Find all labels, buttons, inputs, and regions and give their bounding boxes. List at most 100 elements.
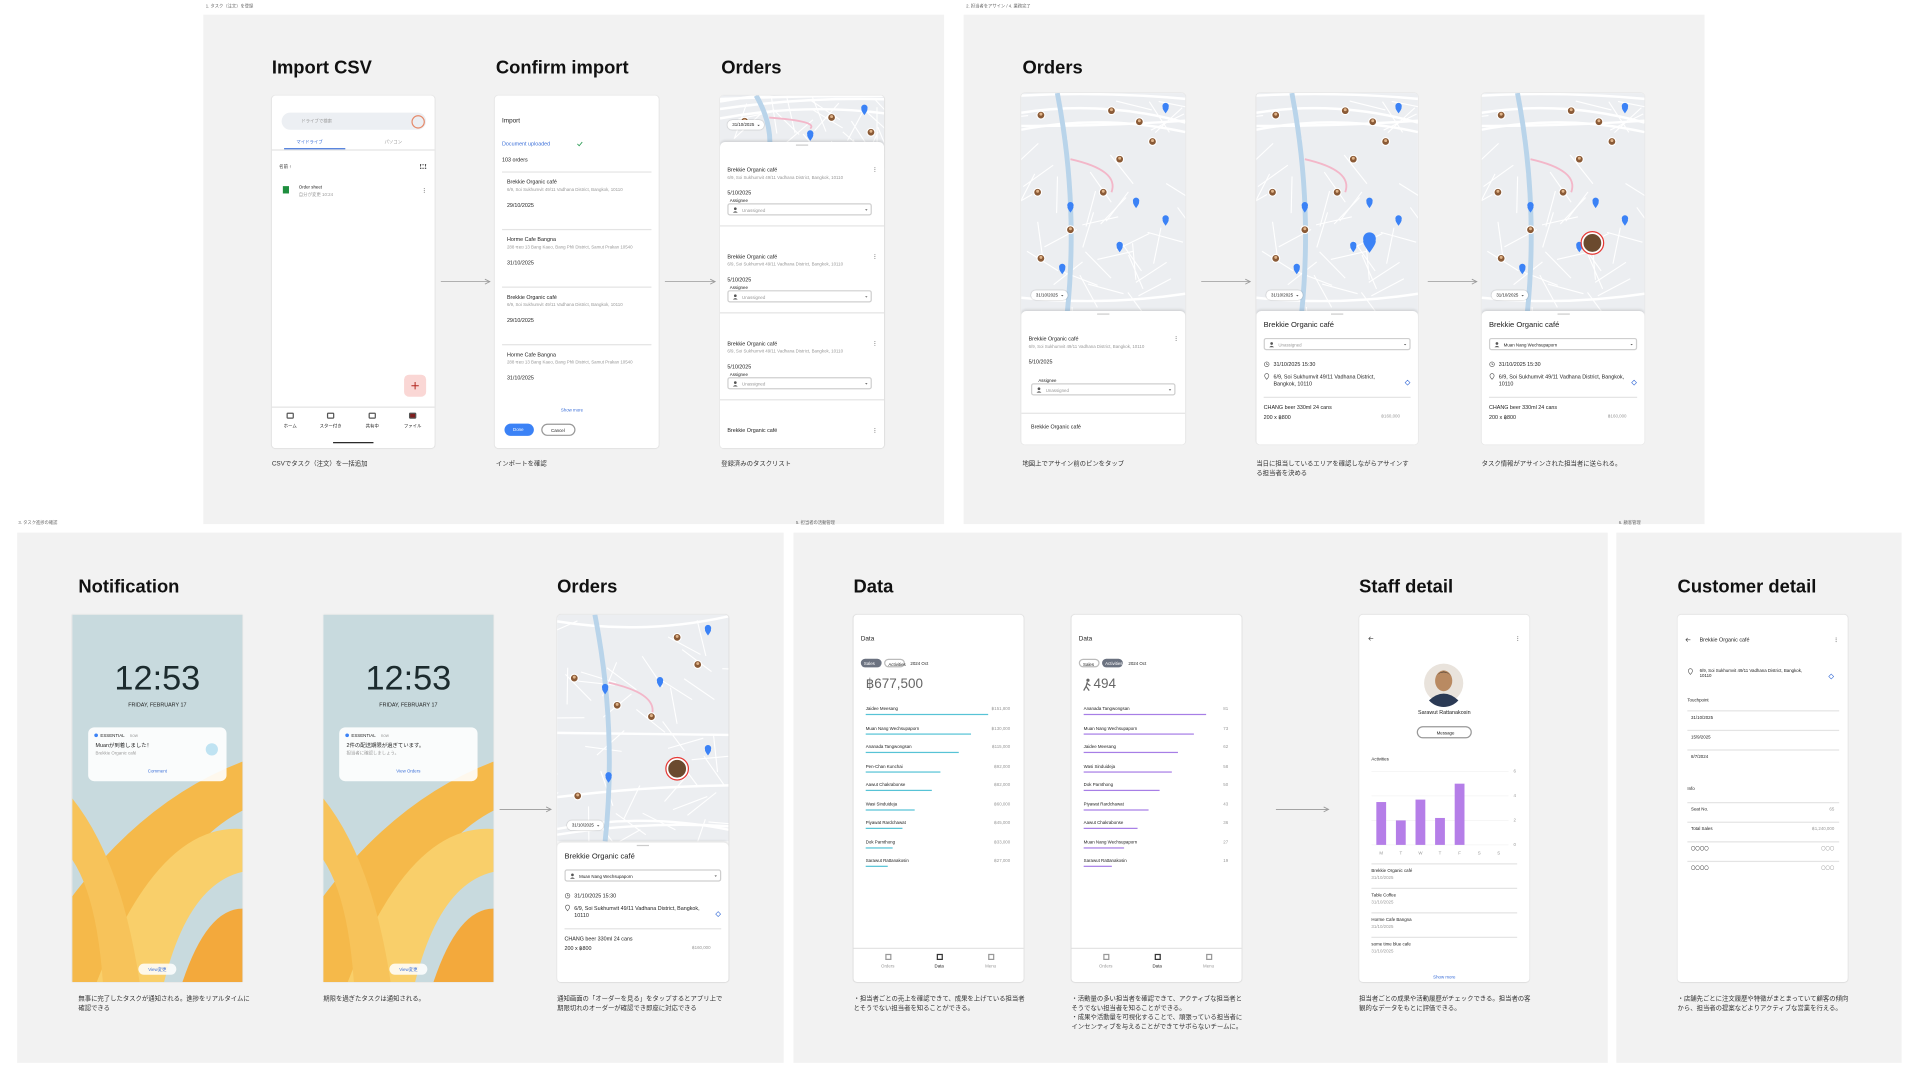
value-bar xyxy=(1083,789,1160,792)
street xyxy=(1549,171,1572,203)
road xyxy=(1481,93,1645,101)
road xyxy=(1481,106,1645,124)
time-ago: now xyxy=(129,733,138,739)
file-name: Order sheet xyxy=(298,184,323,190)
assignee-dropdown: Unassigned xyxy=(727,377,872,390)
map-pin xyxy=(1366,197,1373,209)
store-name: Brekkie Organic café xyxy=(1488,320,1560,330)
street xyxy=(1132,243,1137,280)
divider xyxy=(502,286,652,288)
staff-name: Dok Parnthong xyxy=(1083,782,1114,788)
street xyxy=(565,674,592,701)
store-name: Brekkie Organic café xyxy=(506,178,557,185)
date-label: 31/10/2025 xyxy=(571,822,594,828)
path xyxy=(1368,636,1374,641)
message-button: Message xyxy=(1416,726,1472,739)
path xyxy=(715,911,722,917)
circle xyxy=(874,170,876,172)
road xyxy=(720,95,884,103)
pin-icon xyxy=(1489,373,1495,380)
check-icon xyxy=(577,141,583,147)
street xyxy=(1097,250,1134,260)
leaf xyxy=(96,828,243,983)
store-name: Brekkie Organic café xyxy=(1031,423,1081,430)
caption: ・担当者ごとの売上を確認できて、成果を上げている担当者とそうでない担当者を知るこ… xyxy=(853,995,1025,1013)
divider xyxy=(1371,912,1518,914)
caption: 地図上でアサイン前のピンをタップ xyxy=(1022,460,1125,468)
path xyxy=(1828,673,1835,680)
circle xyxy=(874,429,876,431)
street xyxy=(660,679,693,701)
caption: 当日に担当しているエリアを確認しながらアサインする担当者を決める xyxy=(1256,460,1409,477)
street xyxy=(623,785,641,819)
date: 31/10/2025 xyxy=(506,259,534,266)
nav-icon xyxy=(1631,379,1637,386)
road xyxy=(557,731,729,737)
caption: タスク情報がアサインされた担当者に送られる。 xyxy=(1481,460,1622,468)
quantity: 200 x ฿800 xyxy=(1263,413,1291,421)
circle xyxy=(1569,108,1573,112)
circle xyxy=(423,189,425,191)
staff-name: Wasi Sinduideja xyxy=(1083,763,1116,769)
path xyxy=(1036,391,1042,393)
map-pin xyxy=(861,104,868,116)
address: 6/9, Soi Sukhumvit 49/11 Vadhana Distric… xyxy=(1028,344,1145,349)
dots-icon xyxy=(1175,335,1177,341)
circle xyxy=(1351,156,1355,160)
app-name: ESSENTIAL xyxy=(100,733,125,739)
street xyxy=(1380,231,1417,243)
street xyxy=(1545,190,1556,227)
street xyxy=(1353,240,1376,272)
phone-screen: Brekkie Organic café 6/9, Soi Sukhumvit 4… xyxy=(1677,614,1848,983)
nav-icon xyxy=(408,412,417,419)
circle xyxy=(1517,639,1519,641)
divider xyxy=(1687,841,1840,843)
street xyxy=(1481,173,1496,202)
nav-icon xyxy=(368,412,376,419)
caret-icon xyxy=(714,875,717,878)
person-icon xyxy=(1036,387,1042,393)
caption: インポートを確認 xyxy=(495,460,547,468)
x-tick-label: W xyxy=(1418,851,1423,856)
path xyxy=(1061,294,1064,296)
nav-label: 共有中 xyxy=(365,423,379,429)
circle xyxy=(1561,189,1565,193)
y-tick-label: 4 xyxy=(1513,793,1516,799)
street xyxy=(810,108,843,129)
map-pin xyxy=(605,772,612,783)
screen-title: Import CSV xyxy=(271,57,372,79)
divider xyxy=(1687,749,1840,751)
circle xyxy=(576,793,580,797)
circle xyxy=(1610,139,1614,143)
grid-view-icon xyxy=(420,164,427,169)
phone-screen: Data Sales Activities 2024 Oct ฿677,500 Jaide… xyxy=(853,614,1024,983)
pin-icon xyxy=(565,904,570,912)
street xyxy=(1022,164,1054,188)
phone-screen: 31/10/2025 Brekkie Organic café 6/9, Soi S… xyxy=(1021,93,1186,445)
y-tick-label: 2 xyxy=(1513,817,1516,823)
search-placeholder: ドライブで検索 xyxy=(301,118,333,124)
street xyxy=(1271,221,1279,259)
store-name: Brekkie Organic café xyxy=(564,852,635,861)
total: ฿160,000 xyxy=(1607,413,1627,419)
map-pin xyxy=(1116,241,1123,253)
section-label: 5. 担当者の活動管理 xyxy=(795,520,835,526)
street xyxy=(1386,227,1395,264)
street xyxy=(1636,207,1645,219)
street xyxy=(1569,154,1594,185)
map-pin xyxy=(1301,202,1309,213)
street xyxy=(814,102,840,132)
staff-name: Jaidee Meesang xyxy=(1083,744,1116,750)
chip-label: Sales xyxy=(1083,661,1095,667)
nav-label: スター付き xyxy=(319,423,342,429)
address: 6/9, Soi Sukhumvit 49/11 Vadhana Distric… xyxy=(727,175,844,181)
leaf xyxy=(182,908,243,983)
store-name: Brekkie Organic café xyxy=(727,166,778,173)
screen-title: Customer detail xyxy=(1677,576,1817,598)
datetime: 31/10/2025 15:30 xyxy=(1498,361,1541,368)
screen-title: Confirm import xyxy=(495,57,629,79)
address: 288 ซอย 13 Bang Kaeo, Bang Phli District… xyxy=(506,360,633,365)
date-label: 31/10/2025 xyxy=(1035,292,1058,298)
path xyxy=(411,382,419,390)
info-label: 〇〇〇〇 xyxy=(1691,846,1709,852)
